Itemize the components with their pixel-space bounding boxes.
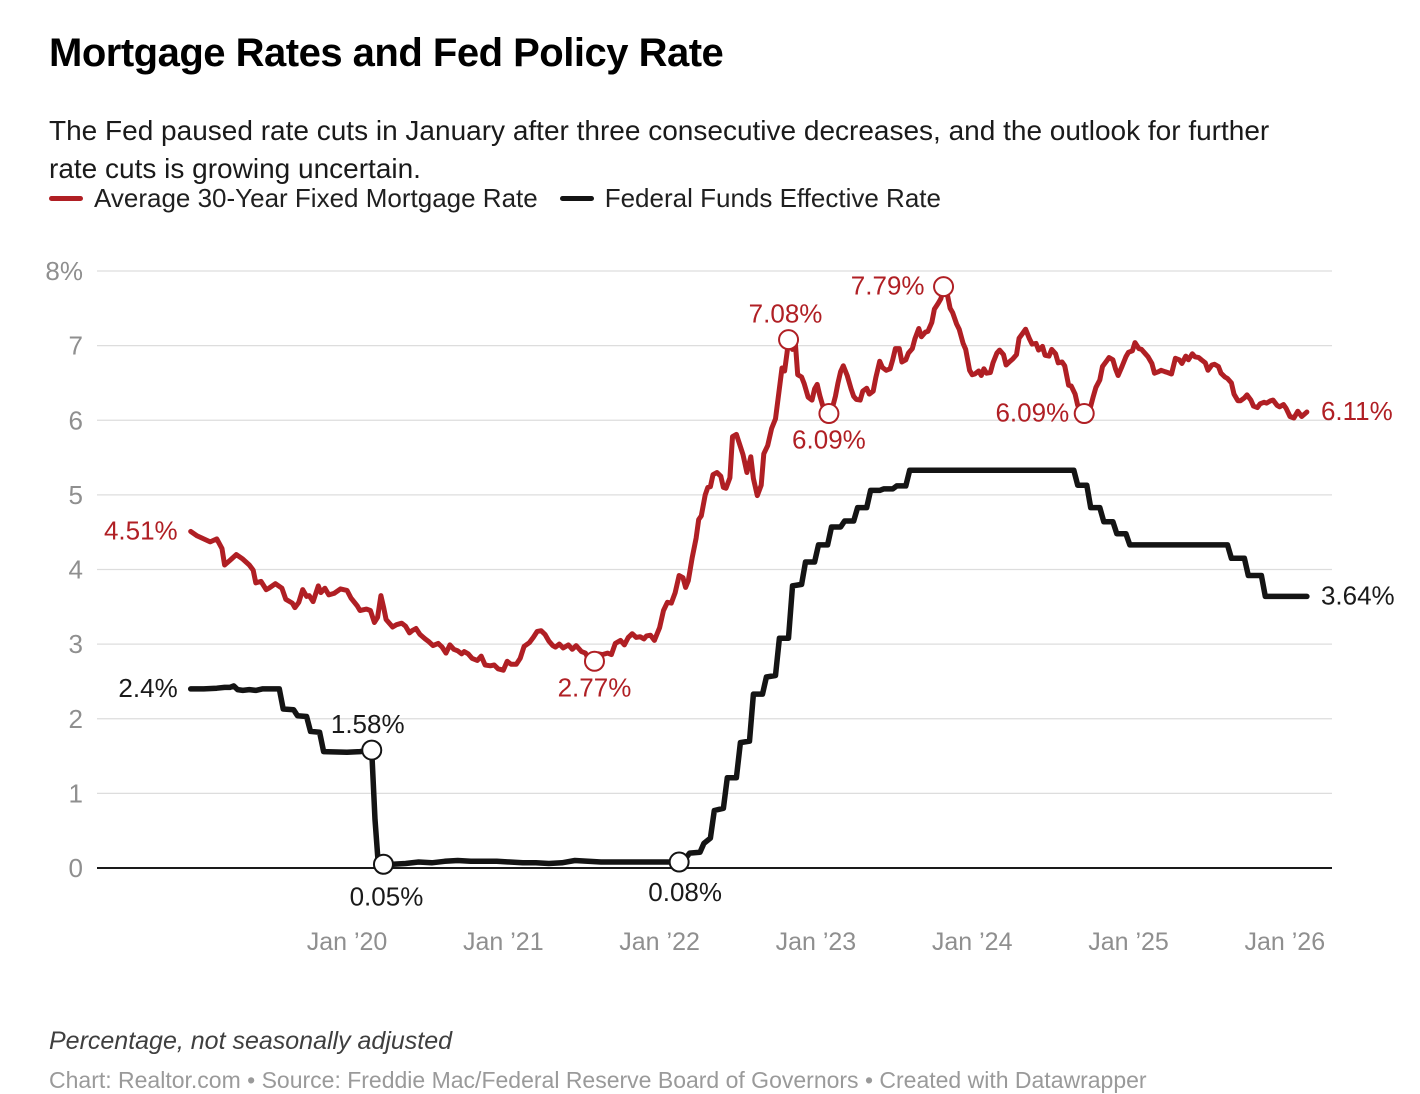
annotation-label: 6.11%	[1321, 396, 1393, 426]
legend-dash-black-icon	[559, 196, 594, 201]
y-tick-label: 3	[69, 629, 83, 659]
x-tick-label: Jan ’23	[776, 928, 857, 956]
annotation-marker-circle	[668, 851, 690, 873]
y-tick-label: 6	[69, 405, 83, 435]
annotation-label: 4.51%	[104, 515, 178, 545]
annotation-label: 0.05%	[350, 881, 424, 911]
x-tick-label: Jan ’24	[932, 928, 1013, 956]
chart-subtitle: The Fed paused rate cuts in January afte…	[49, 115, 1270, 184]
y-tick-label: 1	[69, 778, 83, 808]
y-tick-label: 2	[69, 704, 83, 734]
y-tick-label: 0	[69, 853, 83, 883]
annotation-marker-circle	[1073, 403, 1095, 425]
legend-label: Federal Funds Effective Rate	[604, 183, 941, 213]
annotation-label: 0.08%	[648, 877, 722, 907]
page-title: Mortgage Rates and Fed Policy Rate	[49, 30, 724, 75]
annotation-marker-circle	[372, 853, 394, 875]
annotation-marker-circle	[361, 739, 383, 761]
annotation-label: 6.09%	[792, 425, 866, 455]
x-tick-label: Jan ’22	[619, 928, 700, 956]
chart-footnote: Percentage, not seasonally adjusted	[49, 1027, 453, 1055]
annotation-label: 1.58%	[331, 709, 405, 739]
annotation-label: 3.64%	[1321, 580, 1395, 610]
x-tick-label: Jan ’25	[1088, 928, 1169, 956]
annotation-marker-circle	[933, 276, 955, 298]
annotation-label: 2.77%	[558, 672, 632, 702]
x-tick-label: Jan ’21	[463, 928, 544, 956]
annotation-label: 7.08%	[749, 299, 823, 329]
y-tick-label: 4	[69, 555, 83, 585]
annotation-label: 2.4%	[118, 673, 177, 703]
chart-credit: Chart: Realtor.com • Source: Freddie Mac…	[49, 1067, 1147, 1093]
y-tick-label: 7	[69, 331, 83, 361]
legend: Average 30-Year Fixed Mortgage Rate Fede…	[49, 183, 941, 214]
x-tick-label: Jan ’26	[1244, 928, 1325, 956]
annotation-marker-circle	[583, 650, 605, 672]
annotation-label: 7.79%	[851, 271, 925, 301]
y-tick-label: 5	[69, 480, 83, 510]
mortgage-rate-line[interactable]	[188, 284, 1310, 673]
annotation-marker-circle	[818, 403, 840, 425]
y-tick-label: 8%	[45, 256, 83, 286]
legend-label: Average 30-Year Fixed Mortgage Rate	[94, 183, 538, 213]
annotation-marker-circle	[778, 329, 800, 351]
x-tick-label: Jan ’20	[307, 928, 388, 956]
legend-item-fed-funds-rate: Federal Funds Effective Rate	[559, 183, 941, 214]
fed-funds-line[interactable]	[187, 467, 1310, 868]
annotation-label: 6.09%	[995, 398, 1069, 428]
legend-dash-red-icon	[49, 196, 83, 201]
legend-item-mortgage-rate: Average 30-Year Fixed Mortgage Rate	[49, 183, 538, 214]
